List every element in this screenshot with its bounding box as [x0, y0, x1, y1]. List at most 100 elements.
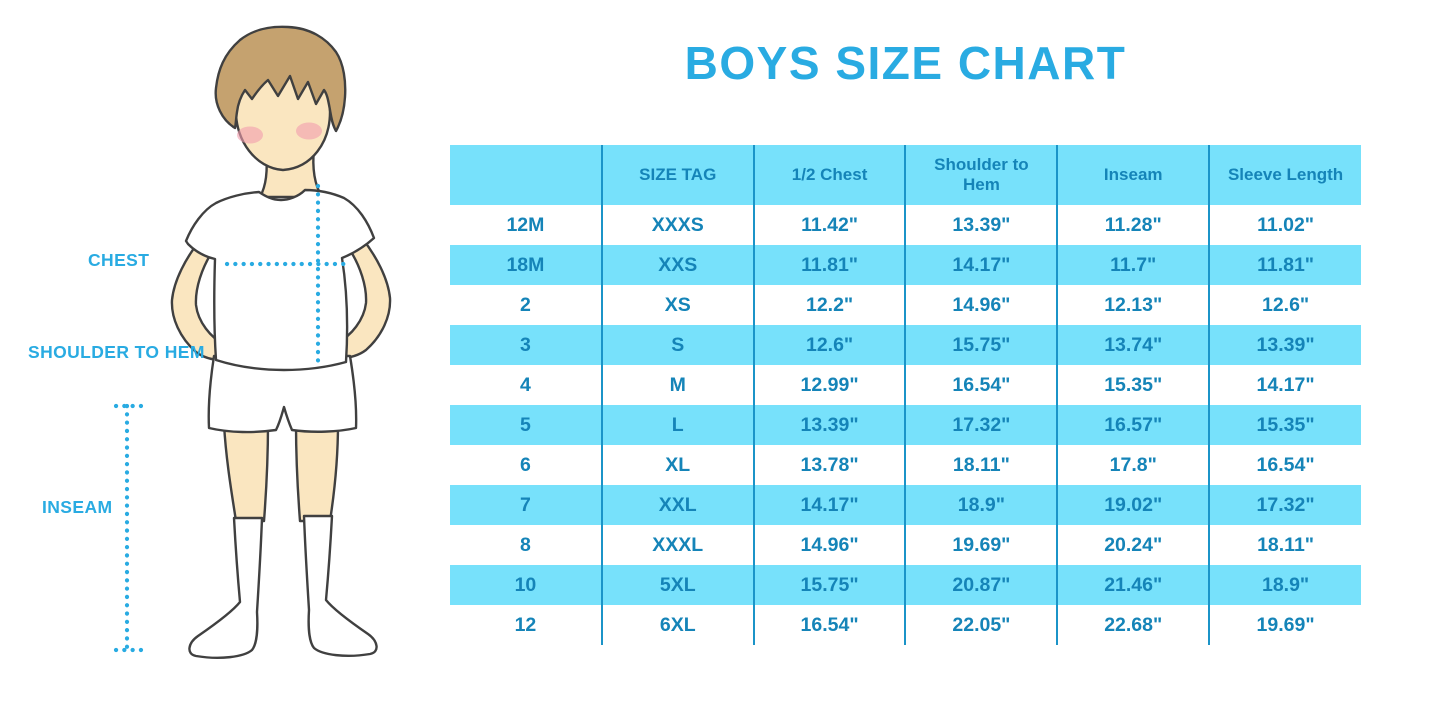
measurement-cell: XS: [600, 285, 754, 325]
measurement-cell: 22.05": [904, 605, 1058, 645]
measurement-cell: 18.11": [1208, 525, 1361, 565]
measurement-cell: 14.96": [904, 285, 1058, 325]
measurement-cell: 11.81": [752, 245, 906, 285]
measurement-cell: 12.2": [752, 285, 906, 325]
row-label: 5: [519, 413, 531, 436]
measurement-cell: XXL: [600, 485, 754, 525]
table-row: 10 5XL 15.75" 20.87" 21.46" 18.9": [450, 565, 1361, 605]
measurement-cell: XXS: [600, 245, 754, 285]
measurement-cell: 13.39": [1208, 325, 1361, 365]
boy-left-arm: [170, 238, 226, 362]
table-head: SIZE TAG 1/2 Chest Shoulder to Hem Inseam Sl…: [450, 145, 1361, 205]
table-row: 5 L 13.39" 17.32" 16.57" 15.35": [450, 405, 1361, 445]
row-label: 7: [519, 493, 531, 516]
measurement-cell: 14.17": [1208, 365, 1361, 405]
measurement-cell: 12.6": [1208, 285, 1361, 325]
column-header-empty: [450, 145, 602, 205]
table-row: 6 XL 13.78" 18.11" 17.8" 16.54": [450, 445, 1361, 485]
inseam-label: INSEAM: [42, 497, 113, 517]
measurement-cell: 19.02": [1056, 485, 1210, 525]
measurement-cell: 14.17": [904, 245, 1058, 285]
measurement-cell: 11.7": [1056, 245, 1210, 285]
page-title: BOYS SIZE CHART: [684, 37, 1127, 89]
boy-left-blush: [237, 126, 263, 144]
table-row: 3 S 12.6" 15.75" 13.74" 13.39": [450, 325, 1361, 365]
table-row: 12M XXXS 11.42" 13.39" 11.28" 11.02": [450, 205, 1361, 245]
boy-left-sock: [188, 516, 264, 659]
measurement-cell: 16.54": [752, 605, 906, 645]
row-label: 2: [519, 293, 531, 316]
measurement-cell: 14.96": [752, 525, 906, 565]
measurement-cell: 16.57": [1056, 405, 1210, 445]
boy-right-sock: [302, 514, 378, 657]
measurement-cell: 17.8": [1056, 445, 1210, 485]
table-row: 18M XXS 11.81" 14.17" 11.7" 11.81": [450, 245, 1361, 285]
measurement-cell: 6XL: [600, 605, 754, 645]
row-label: 12M: [506, 213, 545, 236]
row-label: 18M: [506, 253, 545, 276]
measurement-cell: 15.35": [1056, 365, 1210, 405]
measurement-cell: 16.54": [904, 365, 1058, 405]
table-row: 8 XXXL 14.96" 19.69" 20.24" 18.11": [450, 525, 1361, 565]
size-table: SIZE TAG 1/2 Chest Shoulder to Hem Inseam Sl…: [450, 145, 1361, 645]
measurement-cell: 17.32": [1208, 485, 1361, 525]
measurement-cell: 15.35": [1208, 405, 1361, 445]
measurement-cell: 18.11": [904, 445, 1058, 485]
measurement-cell: XXXL: [600, 525, 754, 565]
measurement-cell: 20.87": [904, 565, 1058, 605]
measurement-cell: 15.75": [904, 325, 1058, 365]
boy-figure-illustration: [113, 25, 392, 659]
measurement-cell: 16.54": [1208, 445, 1361, 485]
column-header: Shoulder to Hem: [904, 145, 1058, 205]
measurement-cell: 11.28": [1056, 205, 1210, 245]
measurement-cell: L: [600, 405, 754, 445]
measurement-cell: 13.39": [752, 405, 906, 445]
column-header: SIZE TAG: [600, 145, 754, 205]
measurement-cell: 13.39": [904, 205, 1058, 245]
measurement-cell: 5XL: [600, 565, 754, 605]
table-row: 2 XS 12.2" 14.96" 12.13" 12.6": [450, 285, 1361, 325]
boy-left-leg: [222, 422, 270, 523]
measurement-cell: 11.02": [1208, 205, 1361, 245]
boy-shirt: [184, 188, 376, 372]
measurement-cell: 12.6": [752, 325, 906, 365]
size-table-container: SIZE TAG 1/2 Chest Shoulder to Hem Inseam Sl…: [450, 145, 1361, 645]
measurement-cell: 14.17": [752, 485, 906, 525]
table-row: 4 M 12.99" 16.54" 15.35" 14.17": [450, 365, 1361, 405]
measurement-cell: 13.78": [752, 445, 906, 485]
boy-right-blush: [296, 122, 322, 140]
column-header: 1/2 Chest: [752, 145, 906, 205]
measurement-cell: XL: [600, 445, 754, 485]
measurement-cell: 21.46": [1056, 565, 1210, 605]
table-row: 12 6XL 16.54" 22.05" 22.68" 19.69": [450, 605, 1361, 645]
row-label: 12: [514, 613, 537, 636]
column-header: Inseam: [1056, 145, 1210, 205]
measurement-cell: 18.9": [904, 485, 1058, 525]
measurement-cell: 17.32": [904, 405, 1058, 445]
table-header-row: SIZE TAG 1/2 Chest Shoulder to Hem Inseam Sl…: [450, 145, 1361, 205]
measurement-cell: 20.24": [1056, 525, 1210, 565]
measurement-cell: 12.13": [1056, 285, 1210, 325]
boy-shorts: [207, 354, 358, 434]
row-label: 8: [519, 533, 531, 556]
column-header: Sleeve Length: [1208, 145, 1361, 205]
chest-label: CHEST: [88, 250, 150, 270]
measurement-cell: 11.81": [1208, 245, 1361, 285]
measurement-cell: M: [600, 365, 754, 405]
measurement-cell: 11.42": [752, 205, 906, 245]
table-body: 12M XXXS 11.42" 13.39" 11.28" 11.02" 18M XXS 11.…: [450, 205, 1361, 645]
measurement-cell: 19.69": [1208, 605, 1361, 645]
measurement-cell: 22.68": [1056, 605, 1210, 645]
boy-hair: [214, 25, 347, 133]
row-label: 6: [519, 453, 531, 476]
measurement-cell: XXXS: [600, 205, 754, 245]
measurement-cell: 12.99": [752, 365, 906, 405]
row-label: 3: [519, 333, 531, 356]
measurement-cell: 13.74": [1056, 325, 1210, 365]
shoulder-to-hem-label: SHOULDER TO HEM: [28, 342, 205, 362]
row-label: 4: [519, 373, 531, 396]
measurement-cell: 18.9": [1208, 565, 1361, 605]
row-label: 10: [514, 573, 537, 596]
table-row: 7 XXL 14.17" 18.9" 19.02" 17.32": [450, 485, 1361, 525]
